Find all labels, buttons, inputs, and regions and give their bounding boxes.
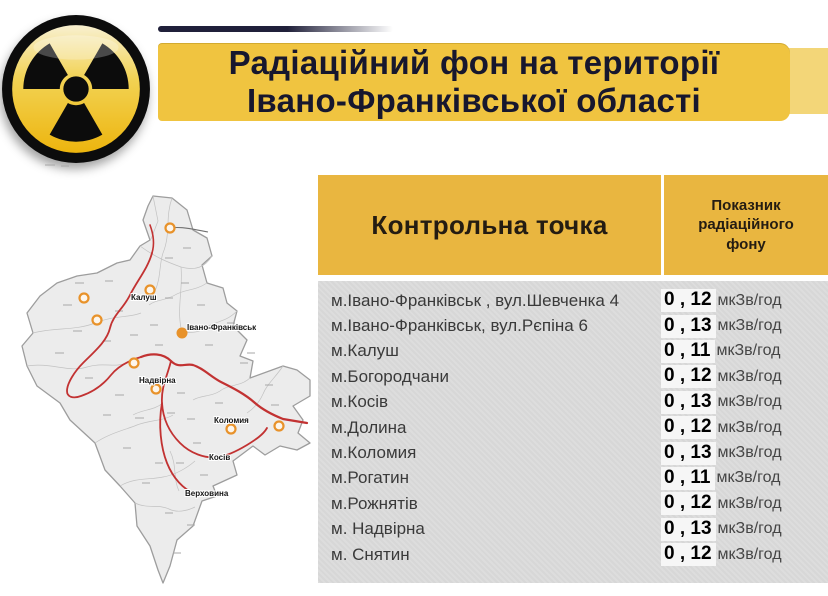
radiation-unit: мкЗв/год <box>717 444 782 462</box>
radiation-value: 0 , 13 <box>661 390 716 414</box>
oblast-outline <box>21 195 311 584</box>
control-point: м.Івано-Франківськ , вул.Шевченка 4 <box>331 290 620 310</box>
radiation-value: 0 , 13 <box>661 314 716 338</box>
road-lines <box>66 224 309 497</box>
radiation-unit: мкЗв/год <box>717 545 782 563</box>
map-label-kosiv: Косів <box>209 453 230 462</box>
radiation-unit: мкЗв/год <box>716 342 781 360</box>
radiation-unit: мкЗв/год <box>717 367 782 385</box>
control-point: м. Надвірна <box>331 519 425 539</box>
map-label-kalush: Калуш <box>131 293 157 302</box>
table-row: м.Долина 0 , 12 мкЗв/год <box>331 415 828 440</box>
radiation-value: 0 , 12 <box>661 289 716 313</box>
marker-ring <box>164 222 176 234</box>
control-point: м.Богородчани <box>331 366 449 386</box>
table-row: м.Богородчани 0 , 12 мкЗв/год <box>331 364 828 389</box>
col-header-indicator: Показник радіаційного фону <box>664 175 828 275</box>
table-row: м.Івано-Франківськ , вул.Шевченка 4 0 , … <box>331 288 828 313</box>
marker-ring <box>78 292 90 304</box>
table-row: м.Рогатин 0 , 11 мкЗв/год <box>331 466 828 491</box>
col-header-indicator-label: Показник радіаційного фону <box>698 196 794 253</box>
col-header-control-point: Контрольна точка <box>318 175 664 275</box>
title-banner: Радіаційний фон на території Івано-Франк… <box>158 43 790 121</box>
page-title-line1: Радіаційний фон на території <box>228 44 720 81</box>
radiation-value: 0 , 12 <box>661 492 716 516</box>
table-row: м.Рожнятів 0 , 12 мкЗв/год <box>331 491 828 516</box>
table-row: м.Калуш 0 , 11 мкЗв/год <box>331 339 828 364</box>
control-point-markers <box>78 222 285 435</box>
control-point: м. Снятин <box>331 544 410 564</box>
radiation-value: 0 , 12 <box>661 543 716 567</box>
marker-ring <box>91 314 103 326</box>
map-label-ivano-frankivsk: Івано-Франківськ <box>187 323 257 332</box>
table-row: м.Коломия 0 , 13 мкЗв/год <box>331 440 828 465</box>
marker-ring <box>150 383 162 395</box>
table-row: м. Надвірна 0 , 13 мкЗв/год <box>331 517 828 542</box>
radiation-value: 0 , 13 <box>661 441 716 465</box>
marker-ring <box>128 357 140 369</box>
radiation-unit: мкЗв/год <box>717 418 782 436</box>
radiation-unit: мкЗв/год <box>717 520 782 538</box>
table-row: м.Івано-Франківськ, вул.Рєпіна 6 0 , 13 … <box>331 313 828 338</box>
radiation-unit: мкЗв/год <box>717 291 782 309</box>
table-header: Контрольна точка Показник радіаційного ф… <box>318 175 828 275</box>
radiation-value: 0 , 12 <box>661 416 716 440</box>
page-title-line2: Івано-Франківської області <box>246 82 702 119</box>
control-point: м.Калуш <box>331 341 399 361</box>
control-point: м.Рожнятів <box>331 493 418 513</box>
table-row: м. Снятин 0 , 12 мкЗв/год <box>331 542 828 567</box>
radiation-value: 0 , 11 <box>661 339 715 363</box>
marker-ring <box>144 284 156 296</box>
radiation-value: 0 , 13 <box>661 517 716 541</box>
marker-ring <box>225 423 237 435</box>
radiation-value: 0 , 12 <box>661 365 716 389</box>
control-point: м.Івано-Франківськ, вул.Рєпіна 6 <box>331 316 588 336</box>
oblast-map: Калуш Івано-Франківськ Надвірна Коломия … <box>21 164 311 584</box>
map-label-kolomyia: Коломия <box>214 416 249 425</box>
table-body: м.Івано-Франківськ , вул.Шевченка 4 0 , … <box>318 281 828 583</box>
control-point: м.Косів <box>331 392 389 412</box>
radiation-unit: мкЗв/год <box>716 469 781 487</box>
radiation-value: 0 , 11 <box>661 466 715 490</box>
table-row: м.Косів 0 , 13 мкЗв/год <box>331 390 828 415</box>
control-point: м.Коломия <box>331 443 417 463</box>
radiation-unit: мкЗв/год <box>717 317 782 335</box>
banner-right-extension <box>788 48 828 114</box>
radiation-trefoil-icon <box>2 15 150 163</box>
control-point: м.Рогатин <box>331 468 410 488</box>
col-header-control-point-label: Контрольна точка <box>371 209 608 240</box>
control-point: м.Долина <box>331 417 407 437</box>
radiation-table: Контрольна точка Показник радіаційного ф… <box>318 175 828 583</box>
banner-top-shadow <box>158 26 393 32</box>
marker-ivano-frankivsk <box>176 327 188 339</box>
radiation-unit: мкЗв/год <box>717 494 782 512</box>
map-label-verkhovyna: Верховина <box>185 489 229 498</box>
radiation-unit: мкЗв/год <box>717 393 782 411</box>
marker-ring <box>273 420 285 432</box>
map-label-nadvirna: Надвірна <box>139 376 176 385</box>
